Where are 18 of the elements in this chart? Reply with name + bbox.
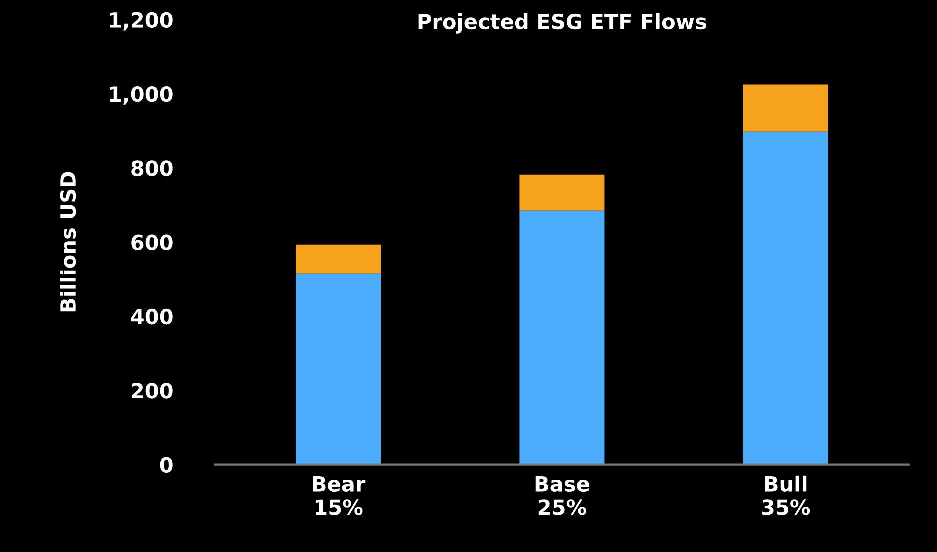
x-tick-label: Bear 15%: [313, 476, 366, 516]
bar: [296, 274, 382, 465]
y-tick-label: 600: [132, 234, 173, 251]
x-tick-label: Base 25%: [536, 476, 590, 516]
bar: [743, 84, 828, 132]
y-tick-label: 400: [131, 308, 173, 325]
y-tick-label: 800: [132, 160, 173, 176]
y-tick-label: 1,200: [110, 12, 173, 31]
chart-title: Projected ESG ETF Flows: [418, 14, 706, 34]
bar: [520, 174, 605, 211]
bar: [296, 244, 382, 274]
bar: [743, 132, 828, 465]
y-tick-label: 1,000: [110, 86, 173, 105]
bar: [520, 210, 605, 465]
y-tick-label: 0: [160, 457, 173, 473]
y-axis-title: Billions USD: [60, 172, 76, 312]
y-tick-label: 200: [132, 383, 173, 399]
x-tick-label: Bull 35%: [762, 476, 810, 516]
